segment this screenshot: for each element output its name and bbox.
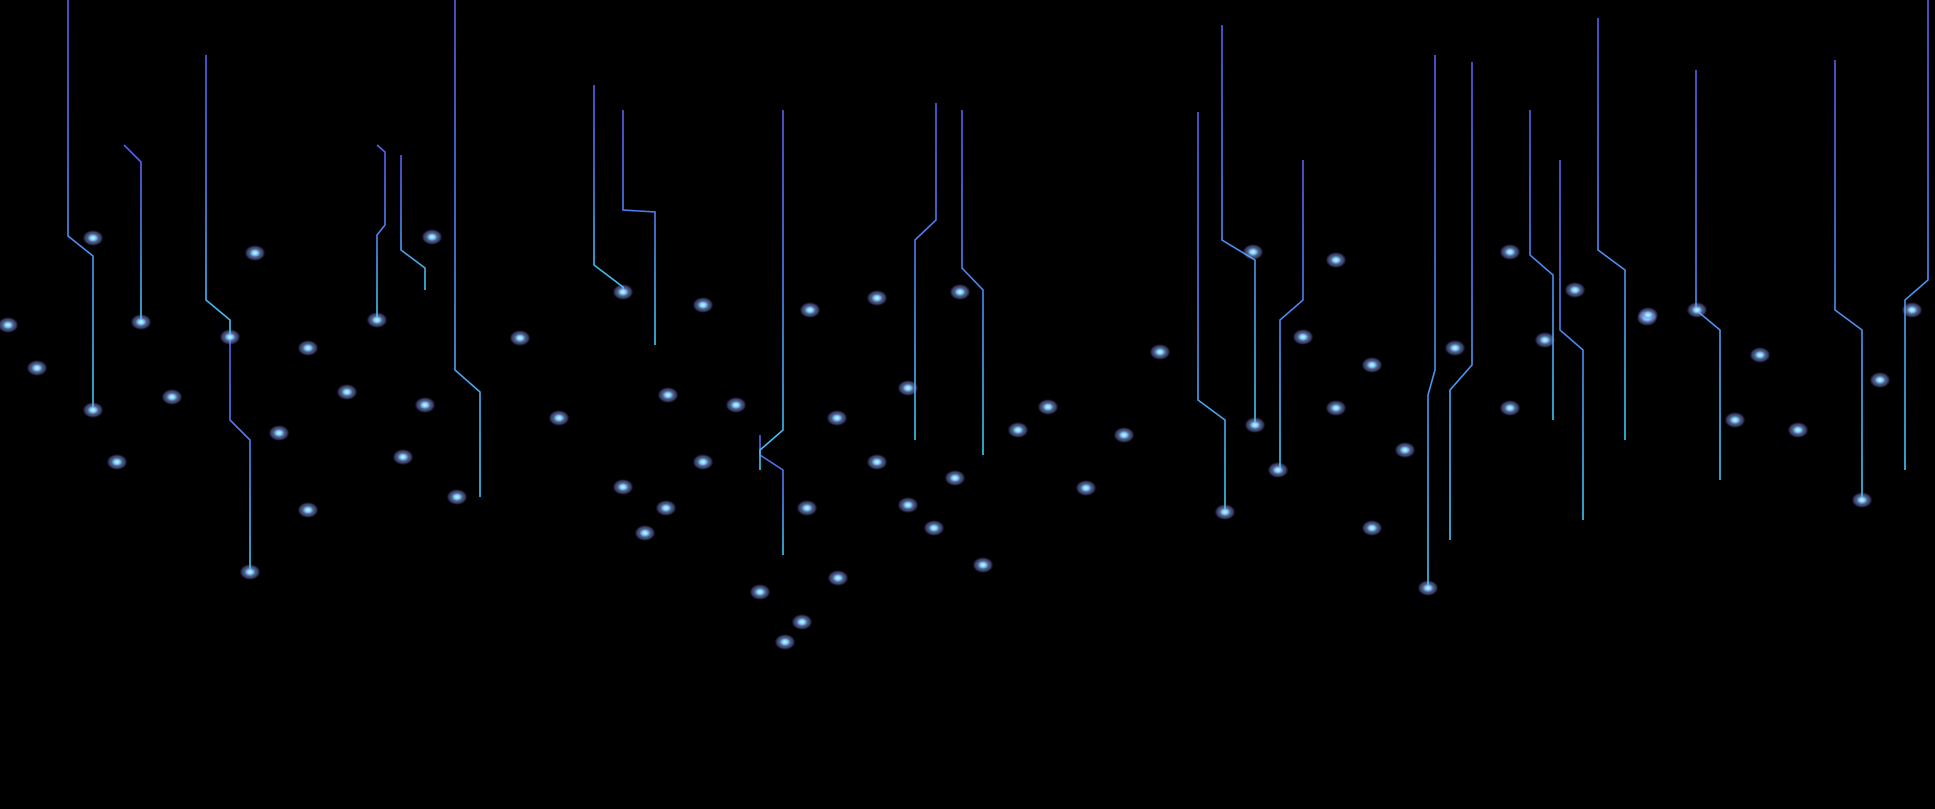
circuit-node: [1272, 465, 1284, 475]
circuit-node: [977, 560, 989, 570]
circuit-node: [1642, 310, 1654, 320]
circuit-trace: [759, 435, 784, 555]
circuit-trace: [1279, 160, 1304, 470]
circuit-node: [1856, 495, 1868, 505]
circuit-node: [451, 492, 463, 502]
circuit-node: [902, 383, 914, 393]
circuit-node: [730, 400, 742, 410]
circuit-node: [1399, 445, 1411, 455]
circuit-node: [397, 452, 409, 462]
circuit-node: [31, 363, 43, 373]
circuit-node: [639, 528, 651, 538]
circuit-trace: [1904, 0, 1929, 470]
circuit-node: [617, 287, 629, 297]
circuit-node: [1504, 403, 1516, 413]
circuit-node: [341, 387, 353, 397]
circuit-node: [1330, 255, 1342, 265]
circuit-node: [135, 317, 147, 327]
circuit-node: [2, 320, 14, 330]
circuit-node: [1691, 305, 1703, 315]
circuit-node: [87, 405, 99, 415]
circuit-node: [1012, 425, 1024, 435]
circuit-node: [87, 233, 99, 243]
circuit-node: [779, 637, 791, 647]
circuit-node: [111, 457, 123, 467]
circuit-node: [1754, 350, 1766, 360]
circuit-node: [302, 505, 314, 515]
circuit-node: [244, 567, 256, 577]
circuit-node: [1297, 332, 1309, 342]
circuit-node: [1080, 483, 1092, 493]
circuit-node: [1042, 402, 1054, 412]
circuit-trace: [376, 144, 386, 320]
circuit-node: [801, 503, 813, 513]
circuit-node: [796, 617, 808, 627]
circuit-node: [902, 500, 914, 510]
circuit-trace: [622, 110, 656, 345]
circuit-trace: [1529, 110, 1554, 420]
circuit-node: [697, 457, 709, 467]
circuit-trace: [454, 0, 481, 497]
circuit-node: [1906, 305, 1918, 315]
circuit-trace: [914, 103, 937, 440]
circuit-node: [1539, 335, 1551, 345]
circuit-node: [166, 392, 178, 402]
circuit-trace: [400, 155, 426, 290]
circuit-node: [553, 413, 565, 423]
circuit-trace: [1695, 70, 1721, 480]
circuit-trace: [205, 55, 231, 337]
circuit-node: [1449, 343, 1461, 353]
circuit-node: [1422, 583, 1434, 593]
circuit-node: [1330, 403, 1342, 413]
circuit-node: [302, 343, 314, 353]
circuit-node: [1247, 247, 1259, 257]
circuit-node: [697, 300, 709, 310]
circuit-node: [1504, 247, 1516, 257]
circuit-node: [660, 503, 672, 513]
circuit-node: [662, 390, 674, 400]
circuit-trace: [759, 110, 784, 470]
circuit-node: [1219, 507, 1231, 517]
circuit-trace: [1559, 160, 1584, 520]
circuit-node: [617, 482, 629, 492]
node-group: [0, 229, 1923, 650]
circuit-node: [1366, 360, 1378, 370]
circuit-trace: [961, 110, 984, 455]
circuit-trace: [1449, 62, 1473, 540]
circuit-node: [1249, 420, 1261, 430]
circuit-node: [419, 400, 431, 410]
circuit-node: [949, 473, 961, 483]
circuit-node: [273, 428, 285, 438]
trace-group: [7, 0, 1929, 642]
circuit-node: [754, 587, 766, 597]
circuit-node: [1874, 375, 1886, 385]
circuit-node: [1792, 425, 1804, 435]
circuit-node: [871, 457, 883, 467]
circuit-node: [514, 333, 526, 343]
circuit-node: [1366, 523, 1378, 533]
circuit-node: [928, 523, 940, 533]
circuit-node: [954, 287, 966, 297]
circuit-node: [804, 305, 816, 315]
circuit-node: [1729, 415, 1741, 425]
circuit-trace: [1597, 18, 1626, 440]
circuit-node: [371, 315, 383, 325]
circuit-node: [224, 332, 236, 342]
circuit-node: [1154, 347, 1166, 357]
circuit-node: [871, 293, 883, 303]
circuit-node: [1569, 285, 1581, 295]
circuit-node: [426, 232, 438, 242]
circuit-node: [831, 413, 843, 423]
circuit-node: [249, 248, 261, 258]
circuit-node: [1118, 430, 1130, 440]
circuit-node: [832, 573, 844, 583]
